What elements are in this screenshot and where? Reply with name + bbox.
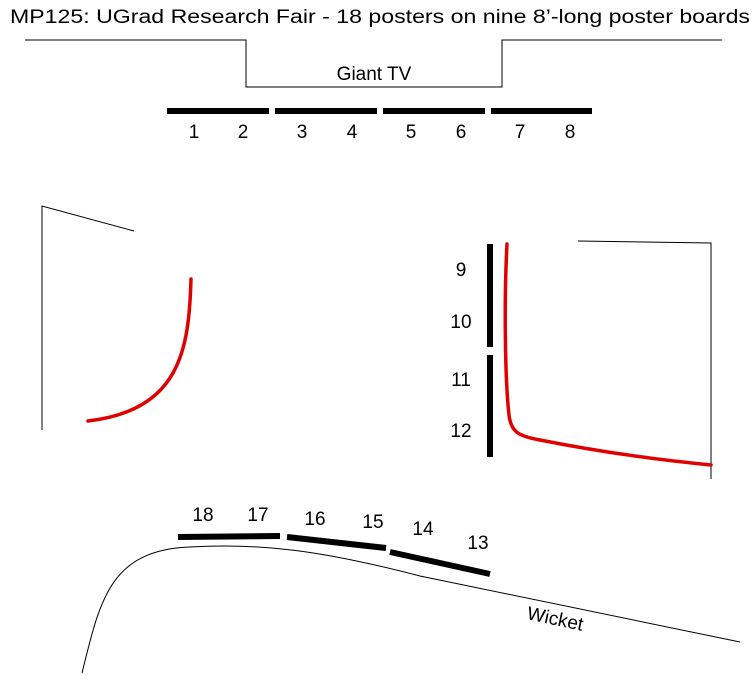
poster-number: 9	[456, 260, 467, 281]
poster-number: 7	[515, 122, 526, 143]
poster-number: 11	[451, 370, 471, 391]
poster-number: 1	[189, 122, 200, 143]
board	[389, 549, 491, 577]
red-curve	[503, 242, 713, 467]
poster-number: 12	[450, 421, 471, 442]
wall	[25, 39, 722, 88]
wicket-path	[81, 545, 741, 674]
poster-number: 13	[467, 533, 488, 554]
wall	[577, 240, 712, 479]
poster-number: 4	[347, 122, 358, 143]
wall	[41, 205, 135, 430]
poster-number: 2	[238, 122, 249, 143]
poster-number: 14	[412, 519, 434, 540]
board	[286, 534, 387, 551]
board	[177, 533, 281, 540]
poster-number: 8	[565, 122, 576, 143]
poster-number: 15	[362, 512, 383, 533]
tv-label: Giant TV	[337, 64, 412, 85]
poster-number: 10	[450, 312, 471, 333]
title: MP125: UGrad Research Fair - 18 posters …	[10, 7, 750, 28]
poster-number: 16	[304, 509, 325, 530]
poster-number: 6	[456, 122, 467, 143]
poster-number: 17	[247, 505, 268, 526]
poster-number: 18	[192, 505, 213, 526]
poster-number: 3	[297, 122, 308, 143]
poster-number: 5	[406, 122, 417, 143]
red-curve	[86, 277, 193, 423]
